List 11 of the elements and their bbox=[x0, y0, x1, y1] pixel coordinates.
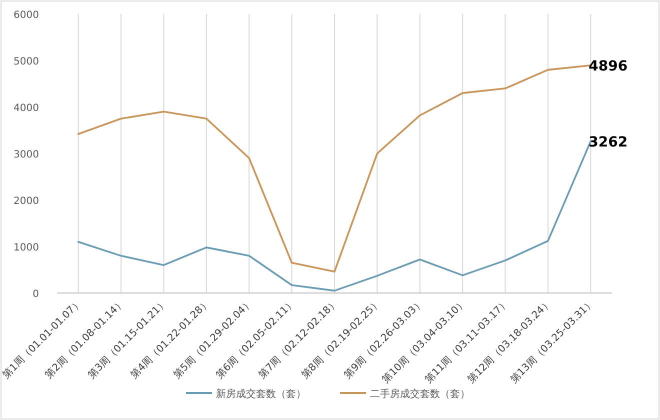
y-tick-label: 1000 bbox=[14, 242, 39, 254]
y-tick-label: 0 bbox=[32, 289, 39, 300]
data-label: 3262 bbox=[588, 134, 628, 150]
y-tick-label: 3000 bbox=[14, 150, 39, 160]
y-tick-label: 5000 bbox=[14, 56, 39, 68]
legend-label: 新房成交套数（套） bbox=[216, 388, 306, 400]
y-tick-label: 4000 bbox=[14, 103, 39, 114]
legend-label: 二手房成交套数（套） bbox=[370, 388, 470, 400]
y-tick-label: 2000 bbox=[14, 196, 39, 207]
data-label: 4896 bbox=[588, 58, 628, 74]
y-tick-label: 6000 bbox=[14, 10, 39, 21]
